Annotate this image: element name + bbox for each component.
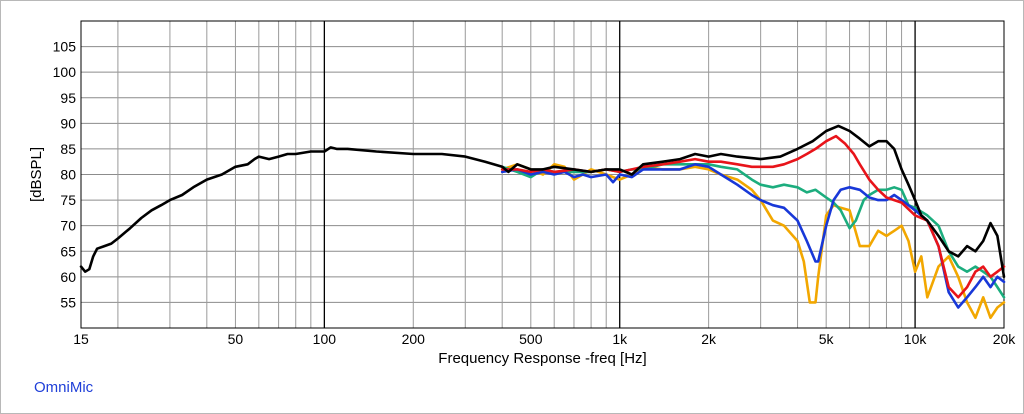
y-tick-label: 85	[60, 141, 76, 157]
plot-border	[80, 20, 1005, 329]
x-axis-label: Frequency Response -freq [Hz]	[438, 350, 646, 367]
x-tick-label: 100	[313, 331, 337, 347]
y-axis-label: [dBSPL]	[28, 147, 45, 202]
y-tick-label: 80	[60, 167, 76, 183]
y-tick-label: 75	[60, 192, 76, 208]
x-tick-label: 5k	[819, 331, 835, 347]
x-tick-label: 500	[519, 331, 543, 347]
x-tick-label: 200	[402, 331, 426, 347]
y-tick-label: 90	[60, 115, 76, 131]
x-tick-label: 20k	[993, 331, 1017, 347]
x-tick-label: 1k	[612, 331, 628, 347]
x-tick-label: 50	[228, 331, 244, 347]
x-tick-label: 10k	[904, 331, 928, 347]
x-tick-label: 15	[73, 331, 89, 347]
y-tick-label: 65	[60, 243, 76, 259]
y-tick-label: 100	[53, 64, 77, 80]
y-tick-label: 105	[53, 39, 77, 55]
brand-label: OmniMic	[34, 379, 94, 396]
y-tick-label: 55	[60, 294, 76, 310]
x-tick-label: 2k	[701, 331, 717, 347]
y-tick-label: 95	[60, 90, 76, 106]
y-tick-label: 70	[60, 218, 76, 234]
y-tick-label: 60	[60, 269, 76, 285]
series-line	[79, 124, 1006, 279]
